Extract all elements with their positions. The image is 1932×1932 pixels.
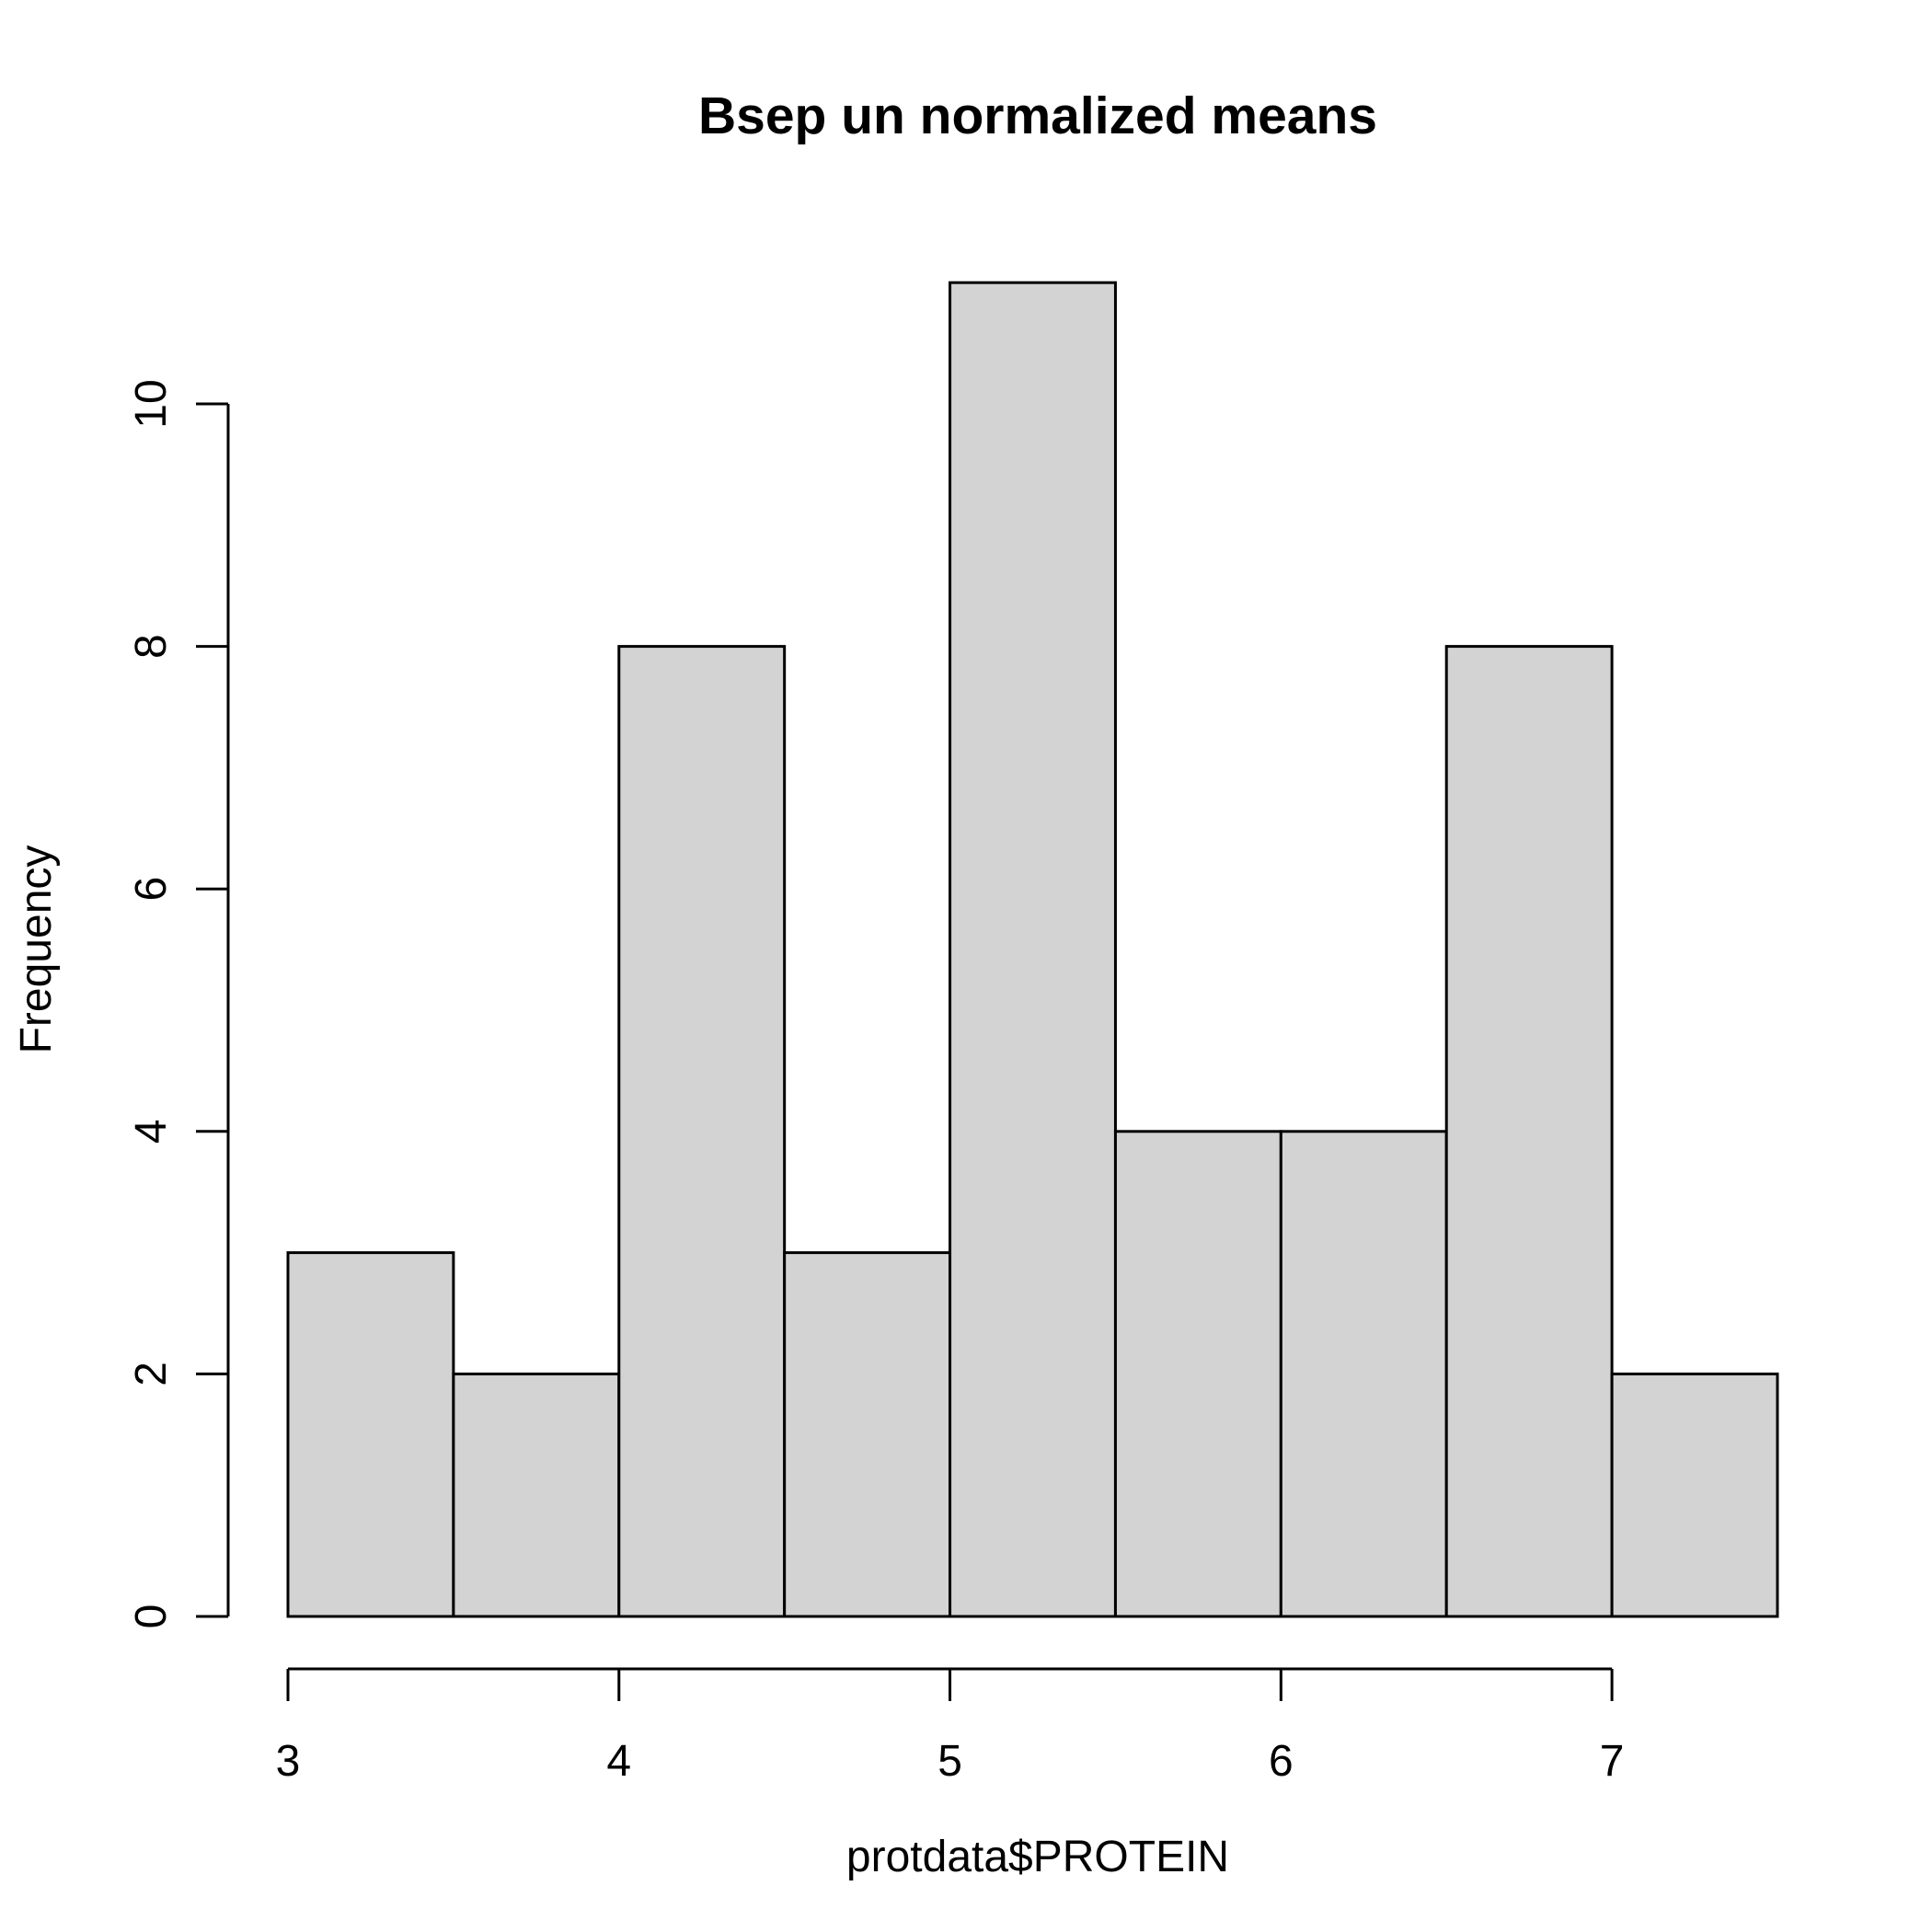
histogram-bar-9 <box>1610 1372 1779 1618</box>
histogram-bar-6 <box>1113 1130 1282 1618</box>
bars-group <box>286 281 1779 1618</box>
y-tick-label-8: 8 <box>127 634 176 659</box>
histogram-bar-5 <box>949 281 1117 1618</box>
y-tick-label-0: 0 <box>127 1604 176 1629</box>
x-axis: 3 4 5 6 7 <box>276 1667 1625 1786</box>
x-tick-label-4: 4 <box>606 1737 631 1786</box>
y-axis-label: Frequency <box>12 845 61 1054</box>
y-tick-label-6: 6 <box>127 877 176 902</box>
x-tick-label-3: 3 <box>276 1737 301 1786</box>
y-axis: 0 2 4 6 8 10 <box>127 379 230 1629</box>
x-tick-label-7: 7 <box>1600 1737 1625 1786</box>
histogram-bar-7 <box>1279 1130 1448 1618</box>
histogram-bar-3 <box>617 645 787 1618</box>
x-axis-label: protdata$PROTEIN <box>846 1833 1229 1881</box>
y-tick-label-10: 10 <box>127 379 176 428</box>
y-tick-label-4: 4 <box>127 1119 176 1144</box>
x-tick-label-6: 6 <box>1269 1737 1294 1786</box>
y-tick-label-2: 2 <box>127 1362 176 1386</box>
chart-title: Bsep un normalized means <box>698 86 1377 145</box>
histogram-bar-1 <box>286 1251 455 1618</box>
x-tick-label-5: 5 <box>937 1737 962 1786</box>
histogram-bar-4 <box>783 1251 952 1618</box>
histogram-bar-2 <box>452 1372 621 1618</box>
histogram-bar-8 <box>1444 645 1614 1618</box>
